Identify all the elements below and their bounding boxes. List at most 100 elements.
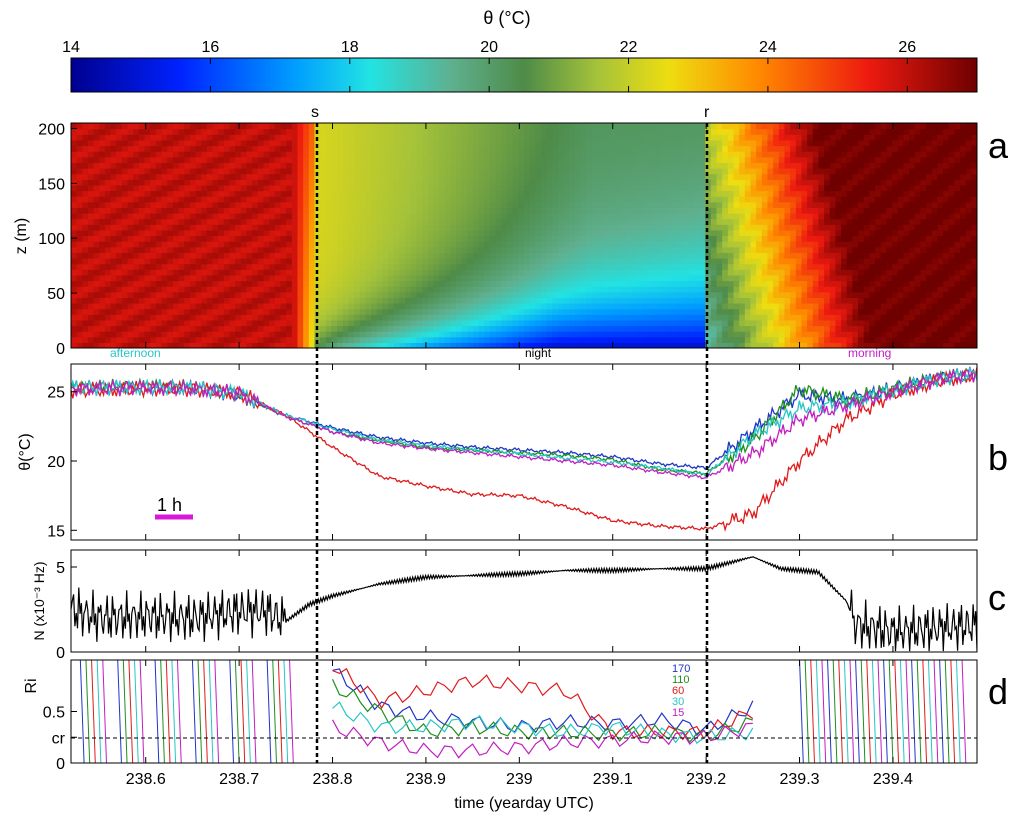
heatmap-cell [246, 213, 253, 220]
heatmap-cell [240, 308, 248, 315]
heatmap-cell [87, 207, 95, 214]
heatmap-cell [388, 235, 395, 242]
heatmap-cell [552, 263, 559, 270]
heatmap-cell [552, 258, 559, 265]
heatmap-cell [167, 246, 174, 253]
heatmap-cell [206, 139, 214, 147]
heatmap-cell [761, 139, 769, 147]
heatmap-cell [110, 286, 117, 293]
heatmap-cell [76, 218, 83, 225]
heatmap-cell [320, 291, 327, 298]
heatmap-cell [337, 190, 344, 197]
heatmap-cell [150, 179, 157, 186]
heatmap-cell [744, 128, 752, 135]
heatmap-cell [518, 196, 525, 203]
heatmap-cell [716, 162, 723, 169]
heatmap-cell [614, 162, 621, 169]
heatmap-cell [274, 241, 282, 248]
heatmap-cell [99, 213, 106, 220]
heatmap-cell [648, 139, 655, 147]
heatmap-cell [456, 162, 463, 169]
heatmap-cell [71, 308, 78, 315]
heatmap-cell [206, 331, 214, 338]
heatmap-cell [427, 269, 434, 276]
heatmap-cell [693, 201, 701, 208]
heatmap-cell [739, 139, 746, 147]
heatmap-cell [693, 336, 701, 343]
heatmap-cell [586, 286, 593, 293]
heatmap-cell [71, 162, 78, 169]
heatmap-cell [727, 235, 735, 242]
heatmap-cell [744, 156, 752, 163]
heatmap-cell [648, 151, 655, 158]
heatmap-cell [563, 134, 570, 141]
heatmap-cell [490, 258, 497, 265]
heatmap-cell [87, 336, 95, 343]
heatmap-cell [671, 224, 678, 231]
heatmap-cell [620, 274, 627, 282]
heatmap-cell [240, 342, 248, 348]
heatmap-cell [82, 156, 89, 163]
heatmap-cell [110, 331, 117, 338]
heatmap-cell [478, 286, 485, 293]
heatmap-cell [744, 241, 752, 248]
heatmap-cell [167, 258, 174, 265]
heatmap-cell [507, 145, 514, 152]
heatmap-cell [665, 201, 672, 208]
heatmap-cell [586, 280, 593, 287]
heatmap-cell [144, 241, 151, 248]
heatmap-cell [478, 213, 485, 220]
heatmap-cell [507, 325, 514, 332]
heatmap-cell [303, 241, 310, 248]
heatmap-cell [93, 286, 100, 293]
heatmap-cell [291, 319, 299, 327]
heatmap-cell [337, 196, 344, 203]
heatmap-cell [767, 162, 774, 169]
heatmap-cell [138, 128, 146, 135]
heatmap-cell [376, 319, 384, 327]
heatmap-cell [756, 291, 763, 298]
heatmap-cell [274, 274, 282, 282]
heatmap-cell [71, 224, 78, 231]
heatmap-cell [246, 297, 253, 304]
heatmap-cell [252, 201, 259, 208]
heatmap-cell [388, 314, 395, 321]
heatmap-cell [495, 342, 502, 348]
heatmap-cell [574, 303, 582, 310]
heatmap-cell [682, 134, 689, 141]
heatmap-cell [359, 308, 367, 315]
heatmap-cell [189, 134, 197, 141]
heatmap-cell [439, 201, 446, 208]
heatmap-cell [325, 218, 333, 225]
heatmap-cell [744, 134, 752, 141]
heatmap-cell [274, 162, 282, 169]
heatmap-cell [574, 235, 582, 242]
heatmap-cell [399, 314, 406, 321]
heatmap-cell [104, 342, 112, 348]
heatmap-cell [552, 269, 559, 276]
heatmap-cell [733, 213, 740, 220]
heatmap-cell [682, 336, 689, 343]
heatmap-cell [744, 218, 752, 225]
heatmap-cell [597, 252, 604, 259]
heatmap-cell [155, 314, 163, 321]
heatmap-cell [76, 229, 83, 237]
heatmap-cell [286, 235, 293, 242]
heatmap-cell [631, 291, 638, 298]
heatmap-cell [642, 286, 650, 293]
heatmap-cell [116, 235, 123, 242]
heatmap-cell [761, 258, 769, 265]
heatmap-cell [642, 331, 650, 338]
heatmap-cell [439, 342, 446, 348]
heatmap-cell [659, 196, 667, 203]
heatmap-cell [342, 128, 350, 135]
heatmap-cell [150, 258, 157, 265]
heatmap-cell [416, 319, 423, 327]
heatmap-cell [422, 297, 429, 304]
heatmap-cell [405, 196, 412, 203]
heatmap-cell [722, 207, 729, 214]
heatmap-cell [150, 331, 157, 338]
heatmap-cell [591, 342, 599, 348]
heatmap-cell [450, 184, 457, 192]
heatmap-cell [495, 235, 502, 242]
